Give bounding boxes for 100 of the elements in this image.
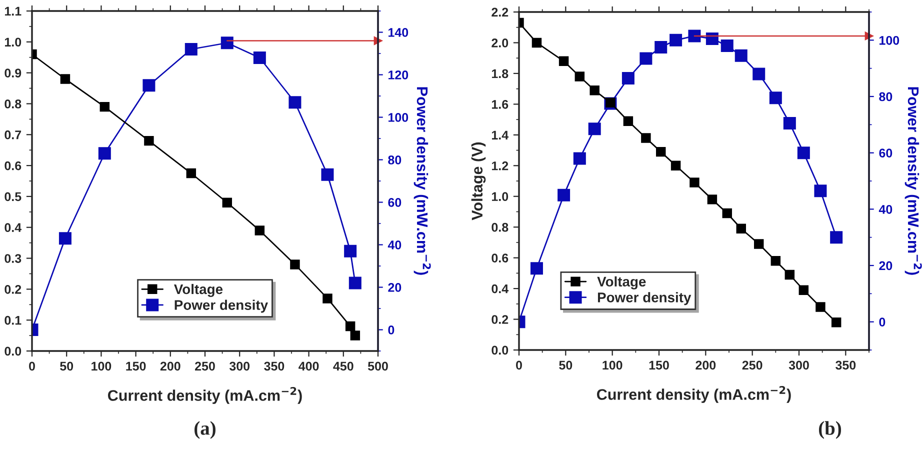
y2-tick-label: 80: [388, 156, 402, 164]
point: [640, 52, 652, 65]
point: [254, 226, 265, 236]
point: [60, 74, 70, 84]
point: [573, 152, 586, 165]
text: (a): [194, 421, 216, 439]
point: [783, 117, 796, 130]
y-tick-label: 0.4: [4, 223, 22, 232]
x-tick-label: 50: [559, 360, 572, 370]
x-tick-label: 150: [649, 360, 669, 370]
y-tick-label: 0.8: [492, 222, 508, 232]
y2-tick-label: 120: [388, 70, 408, 80]
text: (b): [818, 421, 842, 439]
point: [798, 285, 809, 295]
y-tick-label: 0.8: [4, 100, 22, 108]
point: [722, 208, 732, 218]
x-tick-label: 0: [516, 360, 522, 370]
x-tick-label: 500: [368, 362, 388, 371]
y2-tick-label: 80: [879, 92, 892, 102]
point: [532, 38, 542, 48]
y-tick-label: 1.0: [492, 192, 508, 202]
y-tick-label: 0.4: [492, 284, 509, 294]
point: [688, 30, 701, 42]
point: [736, 224, 746, 234]
point: [734, 49, 748, 62]
y-tick-label: 1.4: [492, 130, 509, 140]
point: [142, 79, 156, 92]
point: [830, 231, 843, 244]
point: [222, 198, 232, 208]
point: [706, 32, 718, 46]
point: [558, 56, 569, 66]
y-tick-label: 1.6: [492, 100, 508, 109]
x-tick-label: 300: [788, 360, 809, 370]
point: [641, 133, 651, 143]
y2-tick-label: 60: [879, 148, 892, 158]
point: [670, 34, 682, 46]
y-tick-label: 1.8: [492, 69, 508, 78]
y-tick-label: 0.7: [4, 130, 22, 140]
legend-label: Power density: [598, 292, 692, 306]
y2-axis-title: Power density (mW.cm$^{−2}$): [414, 87, 431, 275]
x-tick-label: 50: [60, 362, 74, 371]
x-tick-label: 150: [126, 362, 146, 371]
y2-tick-label: 140: [388, 28, 408, 37]
y-tick-label: 0.9: [4, 68, 22, 78]
point: [58, 232, 72, 245]
point: [588, 122, 601, 136]
y-tick-label: 0.6: [492, 254, 508, 262]
point: [288, 96, 302, 109]
point: [670, 160, 681, 170]
y-tick-label: 2.2: [492, 8, 508, 17]
point: [98, 147, 111, 160]
x-tick-label: 350: [264, 362, 284, 371]
point: [322, 294, 332, 304]
x-tick-label: 450: [333, 362, 354, 371]
point: [816, 302, 826, 312]
x-tick-label: 300: [229, 362, 250, 371]
y-tick-label: 0.5: [4, 192, 22, 202]
legend-label: Voltage: [597, 276, 646, 290]
legend-label: Power density: [174, 300, 268, 313]
y-tick-label: 1.0: [4, 38, 22, 47]
point: [814, 184, 827, 198]
y2-tick-label: 100: [880, 36, 900, 45]
point: [754, 239, 764, 249]
point: [186, 168, 196, 178]
point: [656, 146, 666, 157]
point: [348, 276, 362, 290]
point: [769, 92, 782, 104]
x-tick-label: 250: [195, 362, 215, 371]
point: [144, 136, 154, 146]
y2-axis-title: Power density (mW.cm$^{−2}$): [904, 87, 922, 275]
y2-tick-label: 20: [388, 283, 402, 292]
y-tick-label: 0.0: [4, 346, 22, 356]
point: [590, 85, 600, 96]
point: [623, 116, 634, 126]
x-tick-label: 0: [29, 362, 35, 371]
point: [797, 146, 810, 160]
x-axis-title: Current density (mA.cm$^{−2}$): [597, 386, 791, 403]
point: [220, 36, 234, 50]
point: [290, 260, 300, 270]
y2-tick-label: 0: [388, 326, 394, 334]
x-tick-label: 400: [298, 362, 319, 371]
y-tick-label: 1.2: [492, 161, 508, 170]
point: [253, 52, 266, 64]
point: [720, 40, 734, 52]
x-tick-label: 350: [836, 360, 856, 370]
y2-tick-label: 60: [388, 198, 402, 207]
point: [184, 43, 198, 56]
y2-tick-label: 100: [388, 113, 408, 122]
y2-tick-label: 40: [388, 240, 402, 250]
y-tick-label: 1.1: [4, 6, 22, 16]
x-tick-label: 200: [696, 360, 716, 370]
y-tick-label: 0.6: [4, 161, 22, 170]
y2-tick-label: 0: [879, 318, 886, 326]
x-tick-label: 250: [742, 360, 762, 370]
legend-label: Voltage: [174, 284, 223, 297]
y-tick-label: 0.3: [4, 254, 22, 263]
y-tick-label: 2.0: [492, 38, 508, 48]
point: [622, 72, 634, 84]
point: [530, 262, 543, 275]
point: [574, 72, 585, 82]
